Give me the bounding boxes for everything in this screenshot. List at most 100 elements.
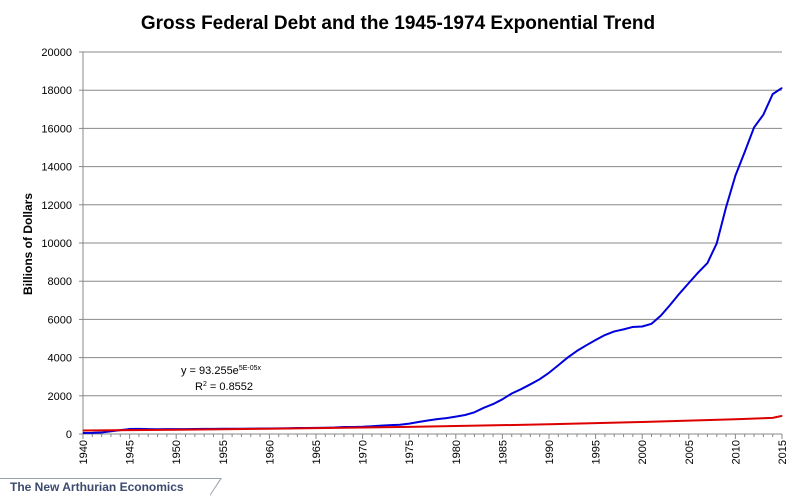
data-point-1-1945 <box>129 429 131 431</box>
data-point-0-1984 <box>492 403 494 405</box>
data-point-0-1993 <box>576 350 578 352</box>
data-point-0-2008 <box>716 242 718 244</box>
x-tick-label-2010: 2010 <box>730 440 742 464</box>
watermark: The New Arthurian Economics <box>0 478 222 496</box>
x-tick-label-1975: 1975 <box>404 440 416 464</box>
x-tick-label-1945: 1945 <box>125 440 137 464</box>
y-tick-label-2000: 2000 <box>48 391 72 403</box>
data-point-0-1997 <box>613 330 615 332</box>
data-point-0-2007 <box>706 262 708 264</box>
series-lines <box>82 87 783 435</box>
data-point-0-1972 <box>380 425 382 427</box>
data-point-0-1985 <box>501 398 503 400</box>
data-point-0-1992 <box>567 357 569 359</box>
data-point-0-2009 <box>725 206 727 208</box>
data-point-1-2010 <box>734 418 736 420</box>
data-point-1-2000 <box>641 421 643 423</box>
data-point-0-1941 <box>91 432 93 434</box>
data-point-0-1990 <box>548 372 550 374</box>
y-tick-label-20000: 20000 <box>41 47 72 59</box>
data-point-1-1975 <box>408 426 410 428</box>
data-point-0-2010 <box>734 175 736 177</box>
chart-title: Gross Federal Debt and the 1945-1974 Exp… <box>141 13 655 34</box>
data-point-0-1976 <box>418 421 420 423</box>
data-point-1-1970 <box>362 427 364 429</box>
trend-r-squared: R2 = 0.8552 <box>195 381 253 393</box>
data-point-0-1975 <box>408 423 410 425</box>
data-point-0-2002 <box>660 315 662 317</box>
data-point-0-1994 <box>585 344 587 346</box>
x-tick-label-2005: 2005 <box>684 440 696 464</box>
data-point-0-1988 <box>529 383 531 385</box>
data-point-0-2006 <box>697 272 699 274</box>
data-point-1-1960 <box>268 428 270 430</box>
x-tick-label-1965: 1965 <box>311 440 323 464</box>
data-point-0-1974 <box>399 424 401 426</box>
y-tick-label-14000: 14000 <box>41 162 72 174</box>
data-point-0-2014 <box>772 93 774 95</box>
data-point-0-1978 <box>436 418 438 420</box>
data-point-1-1980 <box>455 425 457 427</box>
data-point-0-1991 <box>557 364 559 366</box>
data-point-1-1990 <box>548 423 550 425</box>
x-tick-label-1950: 1950 <box>171 440 183 464</box>
data-point-0-2005 <box>688 282 690 284</box>
data-point-0-1981 <box>464 414 466 416</box>
x-tick-label-1995: 1995 <box>591 440 603 464</box>
data-point-0-2012 <box>753 126 755 128</box>
x-tick-label-1960: 1960 <box>264 440 276 464</box>
data-point-0-1942 <box>101 431 103 433</box>
data-point-1-1985 <box>501 424 503 426</box>
data-point-1-1955 <box>222 428 224 430</box>
data-point-0-1983 <box>483 407 485 409</box>
x-tick-label-1955: 1955 <box>218 440 230 464</box>
data-point-0-1980 <box>455 416 457 418</box>
x-tick-label-2015: 2015 <box>777 440 789 464</box>
x-tick-label-1940: 1940 <box>78 440 90 464</box>
data-point-0-1977 <box>427 420 429 422</box>
data-point-0-1982 <box>473 411 475 413</box>
data-point-0-1940 <box>82 432 84 434</box>
x-tick-label-1990: 1990 <box>544 440 556 464</box>
data-point-0-1979 <box>445 417 447 419</box>
data-point-0-1996 <box>604 334 606 336</box>
y-tick-label-12000: 12000 <box>41 200 72 212</box>
grid <box>82 51 782 435</box>
x-tick-label-2000: 2000 <box>637 440 649 464</box>
data-point-0-2001 <box>651 323 653 325</box>
trend-equation: y = 93.255e5E-05x <box>181 365 261 377</box>
y-axis-label: Billions of Dollars <box>21 193 35 295</box>
data-point-1-1995 <box>595 422 597 424</box>
data-point-1-1950 <box>175 429 177 431</box>
data-point-0-1995 <box>595 339 597 341</box>
data-point-0-1999 <box>632 326 634 328</box>
y-tick-label-10000: 10000 <box>41 238 72 250</box>
data-point-0-2011 <box>744 151 746 153</box>
data-point-1-2014 <box>772 417 774 419</box>
data-point-0-1998 <box>623 328 625 330</box>
y-tick-label-4000: 4000 <box>48 353 72 365</box>
data-point-0-1987 <box>520 388 522 390</box>
data-point-0-2013 <box>762 114 764 116</box>
data-point-0-2000 <box>641 326 643 328</box>
y-axis-ticks: 0 2000 4000 6000 8000 10000 12000 14000 16000 180… <box>41 47 83 441</box>
data-point-0-1989 <box>539 378 541 380</box>
data-point-0-2015 <box>781 87 783 89</box>
x-tick-label-1985: 1985 <box>497 440 509 464</box>
data-point-0-2003 <box>669 304 671 306</box>
y-tick-label-16000: 16000 <box>41 123 72 135</box>
data-point-1-2015 <box>781 415 783 417</box>
data-point-1-1965 <box>315 427 317 429</box>
data-point-0-1973 <box>390 424 392 426</box>
x-tick-label-1970: 1970 <box>358 440 370 464</box>
y-tick-label-6000: 6000 <box>48 314 72 326</box>
y-tick-label-8000: 8000 <box>48 276 72 288</box>
series-line-0 <box>82 87 783 435</box>
data-point-0-1986 <box>511 392 513 394</box>
data-point-1-1940 <box>82 430 84 432</box>
y-tick-label-18000: 18000 <box>41 85 72 97</box>
y-tick-label-0: 0 <box>66 429 72 441</box>
x-axis-ticks: 1940 1945 1950 1955 1960 1965 1970 1975 1980 1985… <box>78 434 789 464</box>
